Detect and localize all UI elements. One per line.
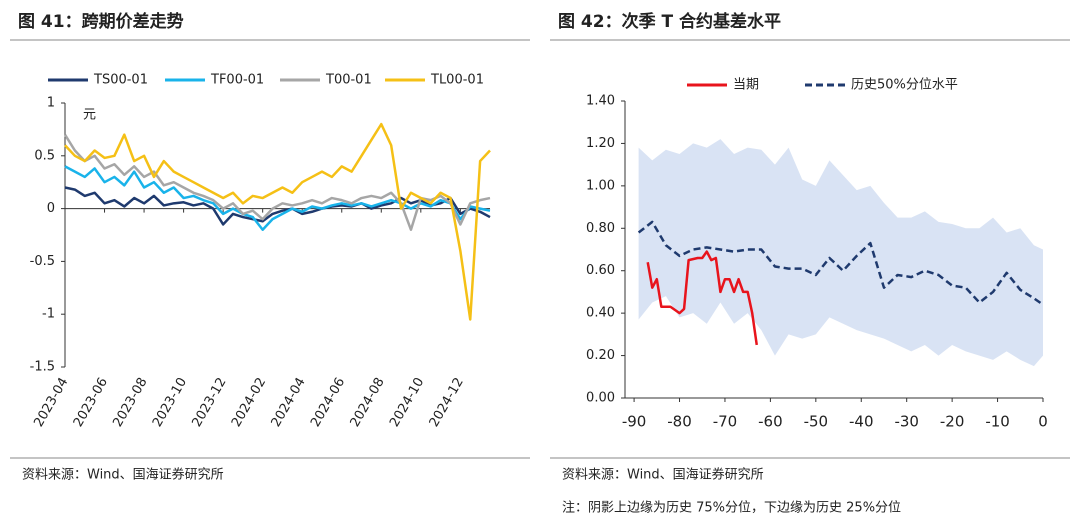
y-tick-label: 0.80 bbox=[586, 221, 615, 236]
y-tick-label: -1 bbox=[42, 307, 55, 322]
y-tick-label: 0.60 bbox=[586, 263, 615, 278]
x-tick-label: -60 bbox=[758, 413, 783, 431]
x-tick-label: -90 bbox=[622, 413, 647, 431]
chart-title: 图 41：跨期价差走势 bbox=[18, 11, 184, 32]
y-tick-label: 0.40 bbox=[586, 306, 615, 321]
legend-label: 当期 bbox=[733, 78, 759, 93]
y-tick-label: 0 bbox=[47, 201, 55, 216]
legend-label: TS00-01 bbox=[93, 73, 148, 88]
x-tick-label: 2023-08 bbox=[110, 375, 150, 430]
legend-label: TL00-01 bbox=[430, 73, 484, 88]
y-unit: 元 bbox=[83, 108, 96, 123]
x-tick-label: -10 bbox=[985, 413, 1010, 431]
chart-title: 图 42：次季 T 合约基差水平 bbox=[558, 11, 781, 32]
x-tick-label: -20 bbox=[940, 413, 965, 431]
y-tick-label: -1.5 bbox=[30, 360, 55, 375]
x-tick-label: 2024-10 bbox=[387, 375, 427, 430]
x-tick-label: 2023-04 bbox=[31, 375, 71, 430]
y-tick-label: -0.5 bbox=[30, 254, 55, 269]
legend-label: 历史50%分位水平 bbox=[851, 78, 958, 93]
y-tick-label: 1.20 bbox=[586, 136, 615, 151]
x-tick-label: 2024-02 bbox=[229, 375, 269, 430]
y-tick-label: 1.00 bbox=[586, 178, 615, 193]
y-tick-label: 1.40 bbox=[586, 94, 615, 109]
x-tick-label: 2024-06 bbox=[308, 375, 348, 430]
note: 注：阴影上边缘为历史 75%分位，下边缘为历史 25%分位 bbox=[562, 501, 901, 516]
x-tick-label: 0 bbox=[1038, 413, 1048, 431]
x-tick-label: 2023-06 bbox=[71, 375, 111, 430]
series-line bbox=[64, 122, 491, 321]
x-tick-label: 2024-08 bbox=[348, 375, 388, 430]
legend-label: TF00-01 bbox=[210, 73, 264, 88]
x-tick-label: -50 bbox=[804, 413, 829, 431]
source: 资料来源：Wind、国海证券研究所 bbox=[22, 467, 224, 483]
x-tick-label: 2024-12 bbox=[427, 375, 467, 430]
y-tick-label: 0.5 bbox=[34, 148, 55, 163]
x-tick-label: 2024-04 bbox=[269, 375, 309, 430]
band bbox=[638, 139, 1043, 367]
series-line bbox=[637, 220, 1044, 306]
source: 资料来源：Wind、国海证券研究所 bbox=[562, 467, 764, 483]
y-tick-label: 0.00 bbox=[586, 391, 615, 406]
x-tick-label: -30 bbox=[894, 413, 919, 431]
x-tick-label: 2023-12 bbox=[189, 375, 229, 430]
y-tick-label: 0.20 bbox=[586, 348, 615, 363]
series-line bbox=[646, 250, 758, 346]
x-tick-label: 2023-10 bbox=[150, 375, 190, 430]
x-tick-label: -40 bbox=[849, 413, 874, 431]
y-tick-label: 1 bbox=[47, 96, 55, 111]
series-line bbox=[63, 134, 491, 231]
x-tick-label: -70 bbox=[713, 413, 738, 431]
legend-label: T00-01 bbox=[325, 73, 372, 88]
x-tick-label: -80 bbox=[667, 413, 692, 431]
